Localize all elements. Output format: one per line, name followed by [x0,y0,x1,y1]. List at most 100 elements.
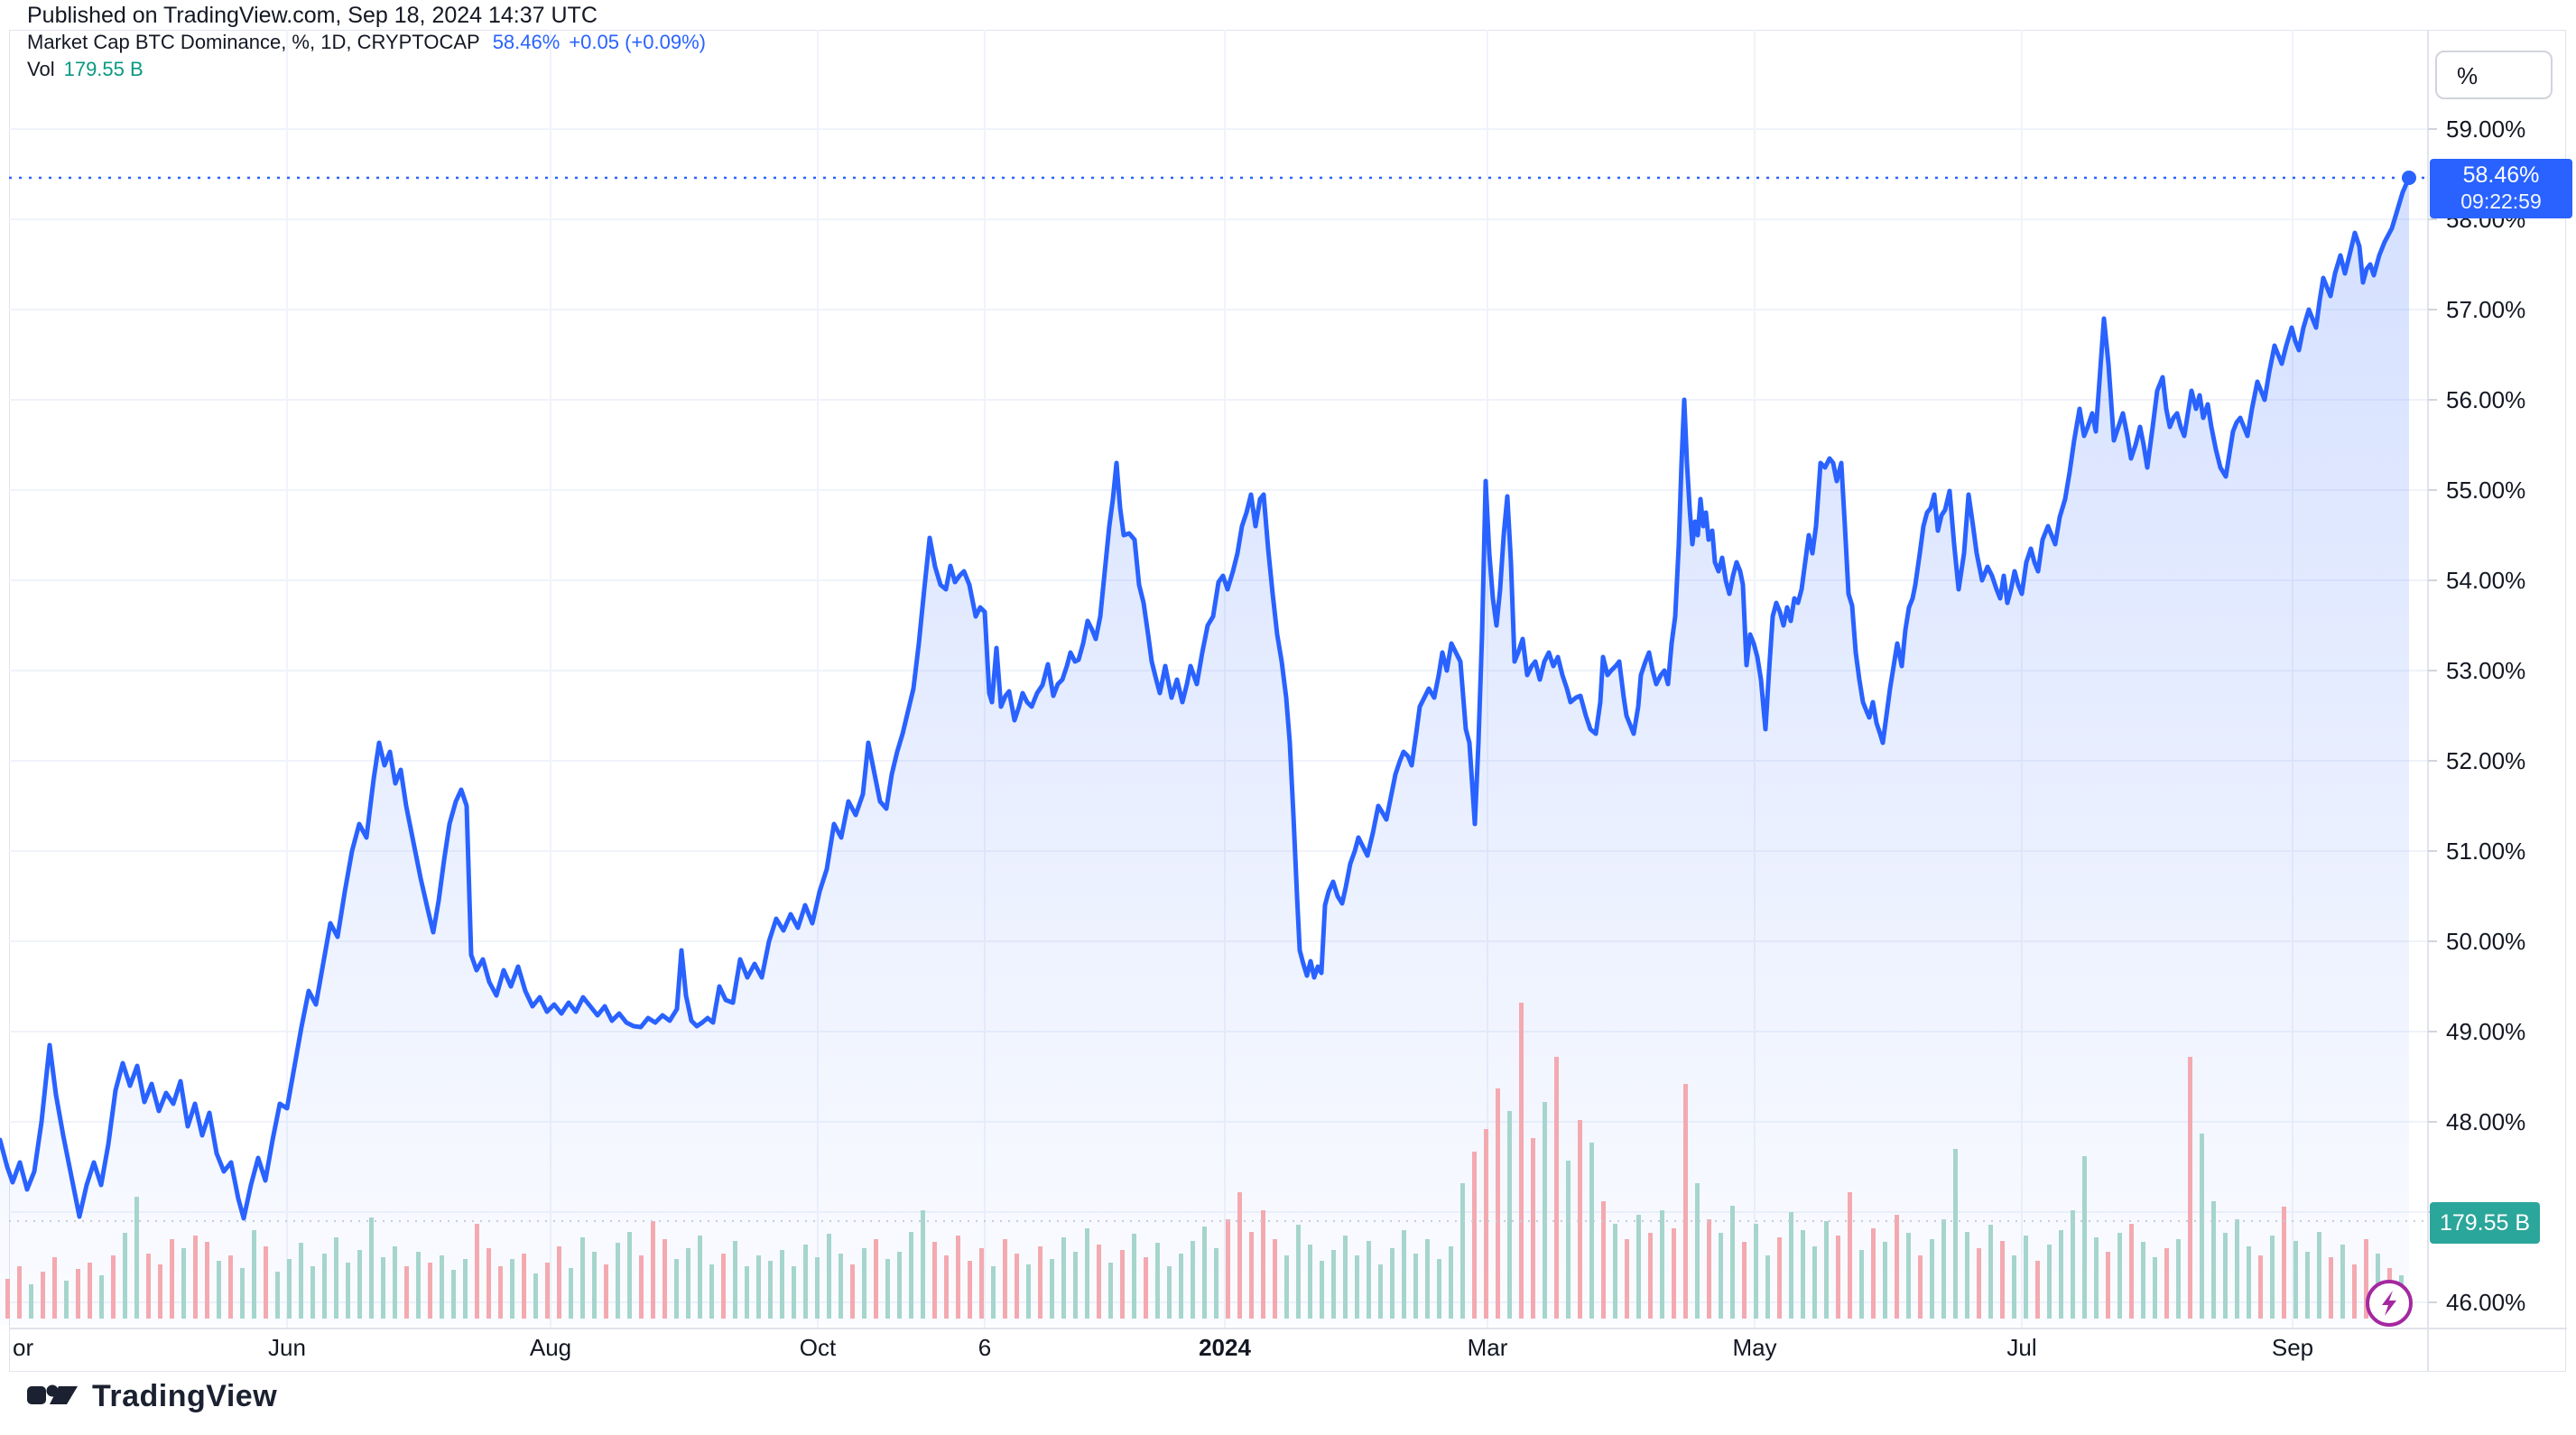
area-gradient [0,178,2409,1325]
x-axis-label[interactable]: Jun [268,1334,306,1361]
y-axis-label[interactable]: 48.00% [2446,1108,2525,1135]
tradingview-logo[interactable]: TradingView [27,1377,277,1415]
volume-bar [357,1250,362,1319]
volume-bar [698,1236,702,1319]
volume-bar [1425,1239,1430,1319]
x-axis-label[interactable]: 2024 [1199,1334,1251,1361]
volume-bar [440,1255,444,1319]
y-axis-label[interactable]: 49.00% [2446,1018,2525,1045]
volume-bar [639,1255,644,1319]
volume-bar [2200,1134,2204,1319]
x-axis-label[interactable]: May [1732,1334,1776,1361]
volume-bar [1648,1233,1653,1319]
volume-bar [1859,1250,1864,1319]
x-axis-label[interactable]: 6 [978,1334,991,1361]
volume-bar [2094,1237,2099,1319]
volume-bar [839,1254,843,1319]
volume-bar [1437,1259,1441,1319]
volume-bar [17,1266,22,1319]
volume-bar [1965,1232,1969,1319]
tradingview-logo-text: TradingView [92,1378,278,1413]
volume-bar [1108,1263,1113,1319]
volume-bars [5,1003,2404,1319]
last-value: 58.46% [492,31,561,53]
volume-bar [2000,1241,2005,1319]
volume-bar [1202,1227,1207,1319]
volume-bar [2012,1255,2016,1319]
volume-bar [1625,1239,1629,1319]
volume-bar [146,1254,151,1319]
volume-bar [956,1236,960,1319]
y-axis-label[interactable]: 56.00% [2446,386,2525,413]
volume-bar [1284,1255,1289,1319]
volume-bar [897,1252,902,1319]
volume-bar [1883,1242,1887,1319]
volume-bar [1226,1219,1230,1319]
y-axis-label[interactable]: 59.00% [2446,116,2525,143]
volume-bar [2141,1242,2145,1319]
volume-bar [310,1266,315,1319]
volume-bar [815,1257,820,1319]
volume-bar [2176,1239,2181,1319]
volume-bar [123,1233,127,1319]
y-axis-label[interactable]: 52.00% [2446,747,2525,774]
volume-bar [850,1264,855,1319]
x-axis-label[interactable]: or [13,1334,33,1361]
volume-bar [170,1239,174,1319]
x-axis-label[interactable]: Oct [800,1334,837,1361]
volume-bar [29,1284,33,1319]
volume-bar [968,1261,972,1319]
volume-bar [2071,1210,2075,1319]
x-axis-label[interactable]: Sep [2272,1334,2313,1361]
volume-bar [1918,1255,1923,1319]
volume-bar [2129,1224,2134,1319]
volume-bar [592,1252,597,1319]
volume-bar [874,1239,878,1319]
volume-bar [663,1239,667,1319]
volume-bar [1554,1057,1559,1319]
volume-bar [674,1259,679,1319]
y-axis-label[interactable]: 46.00% [2446,1289,2525,1316]
volume-bar [780,1250,784,1319]
volume-bar [733,1241,737,1319]
x-axis-label[interactable]: Mar [1468,1334,1508,1361]
volume-bar [1824,1221,1829,1319]
x-axis-label[interactable]: Aug [530,1334,571,1361]
volume-bar [1273,1239,1277,1319]
volume-bar [2153,1257,2157,1319]
volume-bar [1120,1250,1125,1319]
volume-bar [2352,1264,2357,1319]
volume-bar [1988,1225,1993,1319]
volume-bar [217,1261,221,1319]
volume-bar [1977,1248,1981,1319]
boost-button[interactable] [2363,1277,2415,1329]
volume-bar [1296,1225,1301,1319]
y-axis-label[interactable]: 50.00% [2446,928,2525,955]
volume-bar [2106,1252,2110,1319]
x-axis-label[interactable]: Jul [2006,1334,2036,1361]
volume-bar [1672,1228,1676,1319]
y-axis-label[interactable]: 54.00% [2446,567,2525,594]
volume-bar [1378,1264,1383,1319]
axis-labels: 59.00%58.00%57.00%56.00%55.00%54.00%53.0… [13,116,2525,1361]
y-axis-label[interactable]: 51.00% [2446,838,2525,865]
y-axis-label[interactable]: 55.00% [2446,477,2525,504]
volume-bar [369,1217,374,1319]
current-price-badge: 58.46% 09:22:59 [2430,159,2572,218]
volume-bar [64,1281,69,1319]
y-axis-label[interactable]: 57.00% [2446,296,2525,323]
symbol-title[interactable]: Market Cap BTC Dominance, %, 1D, CRYPTOC… [27,31,480,53]
volume-bar [1707,1219,1711,1319]
volume-bar [2223,1233,2228,1319]
volume-bar [1895,1215,1899,1319]
volume-bar [1390,1248,1395,1319]
volume-bar [181,1248,186,1319]
volume-bar [932,1242,937,1319]
volume-bar [1507,1111,1512,1319]
percent-scale-button[interactable]: % [2435,51,2553,99]
price-line [0,171,2567,1222]
volume-bar [616,1243,620,1319]
volume-bar [1930,1239,1934,1319]
y-axis-label[interactable]: 53.00% [2446,657,2525,684]
